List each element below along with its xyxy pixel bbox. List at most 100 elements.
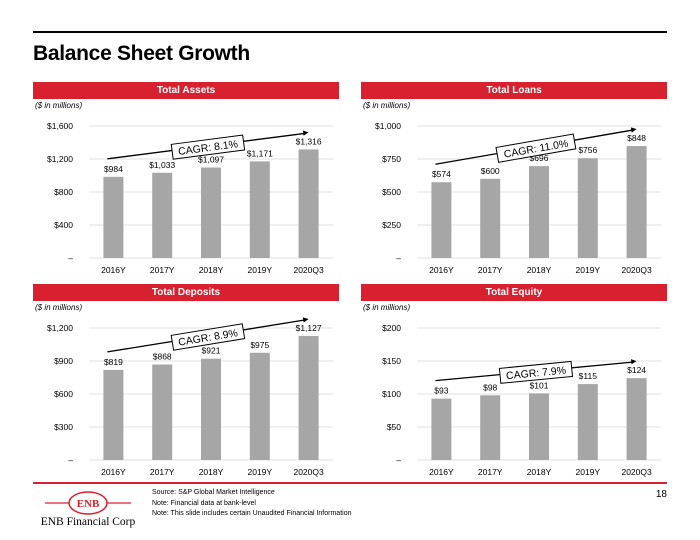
- cagr-box: [498, 360, 574, 384]
- bar: [626, 146, 647, 258]
- y-tick-label: $1,600: [47, 121, 73, 131]
- data-label: $921: [202, 346, 221, 356]
- cagr-label: CAGR: 7.9%: [506, 365, 567, 383]
- chart-svg: – $250 $500 $750 $1,000 $574 2016Y $600 2017Y $69…: [375, 121, 661, 275]
- data-label: $115: [579, 371, 598, 381]
- data-label: $1,316: [296, 136, 322, 146]
- chart-title: Total Assets: [33, 82, 339, 99]
- bar: [103, 176, 124, 258]
- data-label: $98: [483, 382, 497, 392]
- data-label: $868: [153, 352, 172, 362]
- y-tick-label: –: [396, 253, 401, 263]
- bar: [152, 172, 173, 258]
- bar: [431, 398, 452, 460]
- data-label: $975: [250, 340, 269, 350]
- unit-note: ($ in millions): [363, 101, 411, 110]
- y-tick-label: –: [68, 253, 73, 263]
- chart-svg: – $50 $100 $150 $200 $93 2016Y $98 2017Y $101 2018…: [382, 323, 661, 477]
- x-tick-label: 2017Y: [150, 467, 175, 477]
- y-tick-label: $200: [382, 323, 401, 333]
- x-tick-label: 2020Q3: [621, 265, 652, 275]
- cagr-box: [170, 134, 246, 160]
- bar: [298, 149, 319, 258]
- unit-note: ($ in millions): [363, 303, 411, 312]
- footer-rule: [33, 482, 667, 484]
- y-tick-label: $300: [54, 422, 73, 432]
- top-rule: [33, 31, 667, 33]
- y-tick-label: $100: [382, 389, 401, 399]
- unit-note: ($ in millions): [35, 303, 83, 312]
- bar: [480, 395, 501, 460]
- y-tick-label: $400: [54, 220, 73, 230]
- x-tick-label: 2019Y: [248, 467, 273, 477]
- x-tick-label: 2017Y: [150, 265, 175, 275]
- data-label: $819: [104, 357, 123, 367]
- x-tick-label: 2019Y: [576, 467, 601, 477]
- cagr-arrowhead: [302, 130, 309, 136]
- y-tick-label: $600: [54, 389, 73, 399]
- data-label: $1,097: [198, 154, 224, 164]
- x-tick-label: 2016Y: [101, 467, 126, 477]
- chart-total-deposits: Total Deposits ($ in millions) – $300 $600…: [33, 284, 339, 490]
- bar: [529, 166, 549, 258]
- y-tick-label: $250: [382, 220, 401, 230]
- company-logo: ENB ENB Financial Corp: [33, 490, 143, 536]
- bar: [249, 161, 270, 258]
- chart-svg: – $400 $800 $1,200 $1,600 $984 2016Y $1,033 2017…: [47, 121, 333, 275]
- y-tick-label: $800: [54, 187, 73, 197]
- x-tick-label: 2017Y: [478, 265, 503, 275]
- data-label: $1,171: [247, 148, 273, 158]
- bar: [529, 393, 549, 460]
- data-label: $756: [578, 145, 597, 155]
- footnote-source: Source: S&P Global Market Intelligence: [152, 489, 275, 496]
- data-label: $93: [434, 386, 448, 396]
- page-title: Balance Sheet Growth: [33, 42, 250, 65]
- chart-title: Total Deposits: [33, 284, 339, 301]
- bar: [577, 158, 598, 258]
- y-tick-label: $1,200: [47, 323, 73, 333]
- cagr-arrowhead: [302, 317, 309, 323]
- chart-total-loans: Total Loans ($ in millions) – $250 $500 $75…: [361, 82, 667, 288]
- y-tick-label: $50: [387, 422, 401, 432]
- logo-emblem: ENB: [45, 491, 131, 515]
- x-tick-label: 2017Y: [478, 467, 503, 477]
- y-tick-label: $1,200: [47, 154, 73, 164]
- cagr-box: [170, 323, 246, 351]
- data-label: $600: [481, 166, 500, 176]
- x-tick-label: 2019Y: [248, 265, 273, 275]
- chart-title: Total Loans: [361, 82, 667, 99]
- chart-total-assets: Total Assets ($ in millions) – $400 $800 $1…: [33, 82, 339, 288]
- y-tick-label: $750: [382, 154, 401, 164]
- x-tick-label: 2020Q3: [293, 265, 324, 275]
- company-name: ENB Financial Corp: [40, 516, 136, 528]
- bar: [152, 364, 173, 460]
- y-tick-label: –: [68, 455, 73, 465]
- y-tick-label: $500: [382, 187, 401, 197]
- x-tick-label: 2020Q3: [293, 467, 324, 477]
- bar: [298, 336, 319, 460]
- bar: [480, 178, 501, 258]
- cagr-box: [495, 133, 577, 163]
- chart-title: Total Equity: [361, 284, 667, 301]
- y-tick-label: $900: [54, 356, 73, 366]
- x-tick-label: 2020Q3: [621, 467, 652, 477]
- data-label: $848: [627, 133, 646, 143]
- x-tick-label: 2016Y: [429, 265, 454, 275]
- cagr-badge: CAGR: 7.9%: [498, 360, 574, 384]
- bar: [201, 167, 221, 258]
- data-label: $1,033: [149, 160, 175, 170]
- footnote-note-2: Note: This slide includes certain Unaudi…: [152, 510, 352, 517]
- data-label: $124: [627, 365, 646, 375]
- chart-svg: – $300 $600 $900 $1,200 $819 2016Y $868 2017Y $92…: [47, 317, 333, 477]
- data-label: $984: [104, 164, 123, 174]
- y-tick-label: –: [396, 455, 401, 465]
- x-tick-label: 2018Y: [199, 467, 224, 477]
- data-label: $1,127: [296, 323, 322, 333]
- x-tick-label: 2018Y: [527, 265, 552, 275]
- y-tick-label: $150: [382, 356, 401, 366]
- x-tick-label: 2018Y: [199, 265, 224, 275]
- x-tick-label: 2016Y: [429, 467, 454, 477]
- bar: [431, 182, 452, 258]
- y-tick-label: $1,000: [375, 121, 401, 131]
- chart-total-equity: Total Equity ($ in millions) – $50 $100 $15…: [361, 284, 667, 490]
